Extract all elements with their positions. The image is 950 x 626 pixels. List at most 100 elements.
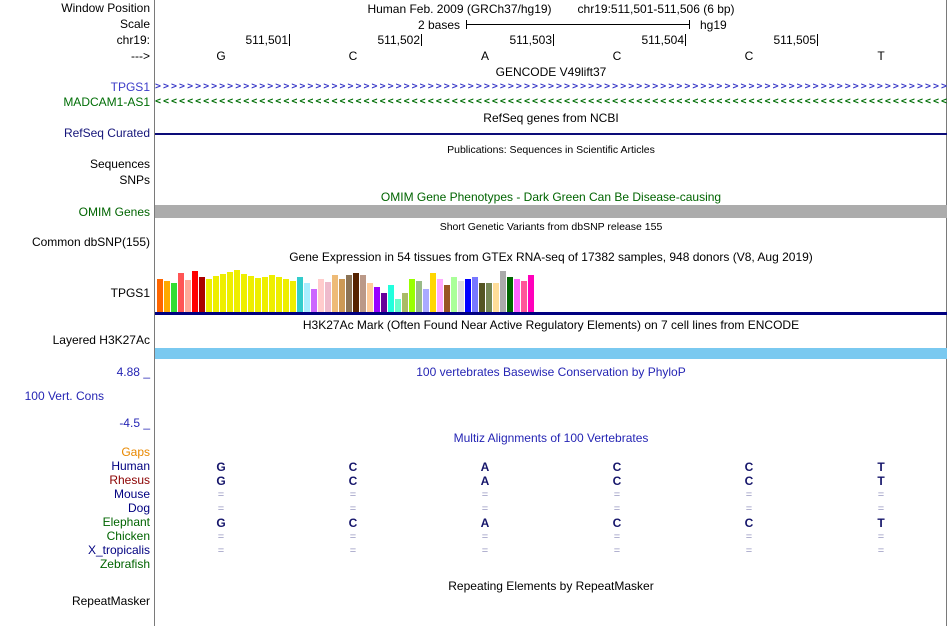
snps-track-label[interactable]: SNPs: [119, 173, 150, 187]
gtex-expression-bar: [479, 283, 485, 312]
gtex-expression-bar: [248, 276, 254, 312]
alignment-identity-mark: =: [349, 545, 357, 557]
refseq-gene-line[interactable]: [155, 133, 947, 135]
omim-genes-label[interactable]: OMIM Genes: [78, 205, 150, 219]
gtex-expression-bar: [199, 277, 205, 312]
conservation-track-label[interactable]: 100 Vert. Cons: [24, 389, 104, 403]
species-label-human: Human: [111, 459, 150, 473]
alignment-base: C: [612, 516, 622, 530]
alignment-identity-mark: =: [877, 545, 885, 557]
gtex-expression-bar: [241, 274, 247, 312]
gencode-track-title: GENCODE V49lift37: [495, 65, 607, 79]
conservation-min-label: -4.5 _: [119, 416, 150, 430]
alignment-identity-mark: =: [481, 545, 489, 557]
gtex-gene-label[interactable]: TPGS1: [110, 286, 150, 300]
gtex-expression-bar: [374, 287, 380, 312]
gtex-expression-bar: [192, 271, 198, 312]
alignment-base: T: [877, 460, 885, 474]
gtex-track-title: Gene Expression in 54 tissues from GTEx …: [289, 250, 813, 264]
sequences-track-label[interactable]: Sequences: [89, 157, 150, 171]
gtex-expression-bar: [367, 283, 373, 312]
gtex-expression-bar: [381, 293, 387, 312]
gtex-expression-bar: [178, 273, 184, 312]
window-coordinates: chr19:511,501-511,506 (6 bp): [577, 2, 735, 16]
common-dbsnp-label[interactable]: Common dbSNP(155): [31, 235, 150, 249]
alignment-base: A: [480, 516, 490, 530]
gene-label-madcam1-as1[interactable]: MADCAM1-AS1: [63, 95, 150, 109]
track-area-left-border: [154, 0, 155, 626]
omim-gene-bar[interactable]: [155, 205, 947, 218]
multiz-alignment-rows[interactable]: Human G C A C C T Rhesus G C A C C T Mouse = = = = = = Dog = = =…: [0, 460, 950, 574]
omim-track-title: OMIM Gene Phenotypes - Dark Green Can Be…: [380, 190, 722, 204]
alignment-base: C: [612, 474, 622, 488]
window-position-label: Window Position: [61, 1, 150, 15]
repeatmasker-label[interactable]: RepeatMasker: [71, 594, 150, 608]
conservation-max-label: 4.88 _: [116, 365, 150, 379]
species-label-zebrafish: Zebrafish: [99, 557, 150, 571]
base-letter: A: [480, 49, 489, 63]
alignment-base: C: [348, 474, 358, 488]
alignment-identity-mark: =: [481, 531, 489, 543]
gtex-expression-bar: [521, 281, 527, 312]
gtex-expression-bar: [171, 283, 177, 312]
gtex-expression-bar: [458, 281, 464, 312]
refseq-curated-label[interactable]: RefSeq Curated: [63, 126, 150, 140]
alignment-identity-mark: =: [217, 531, 225, 543]
ruler-tick: 511,504: [641, 33, 686, 47]
species-label-rhesus: Rhesus: [109, 473, 150, 487]
gtex-expression-bar: [395, 299, 401, 312]
species-label-elephant: Elephant: [102, 515, 150, 529]
h3k27ac-signal-bar[interactable]: [155, 348, 947, 359]
gtex-expression-bar: [297, 277, 303, 312]
species-label-chicken: Chicken: [106, 529, 150, 543]
alignment-identity-mark: =: [217, 503, 225, 515]
layered-h3k27ac-label[interactable]: Layered H3K27Ac: [52, 333, 150, 347]
gtex-expression-chart[interactable]: [157, 268, 937, 312]
multiz-track-title: Multiz Alignments of 100 Vertebrates: [453, 431, 649, 445]
alignment-identity-mark: =: [613, 503, 621, 515]
alignment-base: A: [480, 460, 490, 474]
base-letter: C: [348, 49, 358, 63]
scale-value: 2 bases: [417, 18, 460, 32]
gtex-expression-bar: [514, 279, 520, 312]
alignment-base: C: [612, 460, 622, 474]
alignment-base: T: [877, 516, 885, 530]
scale-bar: [466, 20, 690, 29]
gtex-expression-bar: [339, 279, 345, 312]
alignment-identity-mark: =: [613, 531, 621, 543]
alignment-identity-mark: =: [217, 545, 225, 557]
h3k27ac-track-title: H3K27Ac Mark (Often Found Near Active Re…: [302, 318, 800, 332]
gtex-expression-bar: [346, 275, 352, 312]
gtex-expression-bar: [185, 280, 191, 312]
gtex-expression-bar: [325, 282, 331, 312]
gtex-expression-bar: [234, 270, 240, 312]
gtex-expression-bar: [304, 283, 310, 312]
gtex-expression-bar: [332, 275, 338, 312]
gtex-expression-bar: [451, 277, 457, 312]
gtex-expression-bar: [444, 285, 450, 312]
gene-body-tpgs1-arrows[interactable]: >>>>>>>>>>>>>>>>>>>>>>>>>>>>>>>>>>>>>>>>…: [155, 81, 947, 92]
ruler-tick: 511,505: [773, 33, 818, 47]
alignment-identity-mark: =: [877, 489, 885, 501]
gtex-expression-bar: [157, 279, 163, 312]
gtex-expression-bar: [486, 283, 492, 312]
gtex-expression-bar: [493, 283, 499, 312]
alignment-identity-mark: =: [349, 489, 357, 501]
gtex-expression-bar: [388, 285, 394, 312]
publications-track-title: Publications: Sequences in Scientific Ar…: [447, 144, 655, 156]
coordinate-ruler[interactable]: 511,501 511,502 511,503 511,504 511,505: [155, 33, 947, 48]
gtex-expression-bar: [472, 277, 478, 312]
alignment-identity-mark: =: [481, 489, 489, 501]
gtex-expression-bar: [507, 277, 513, 312]
gtex-expression-bar: [311, 289, 317, 312]
gtex-expression-bar: [430, 273, 436, 312]
gtex-expression-bar: [528, 275, 534, 312]
alignment-identity-mark: =: [613, 489, 621, 501]
species-label-mouse: Mouse: [113, 487, 150, 501]
gtex-expression-bar: [360, 275, 366, 312]
gtex-expression-bar: [318, 279, 324, 312]
gene-label-tpgs1[interactable]: TPGS1: [110, 80, 150, 94]
alignment-identity-mark: =: [613, 545, 621, 557]
gene-body-madcam1-as1-arrows[interactable]: <<<<<<<<<<<<<<<<<<<<<<<<<<<<<<<<<<<<<<<<…: [155, 96, 947, 107]
